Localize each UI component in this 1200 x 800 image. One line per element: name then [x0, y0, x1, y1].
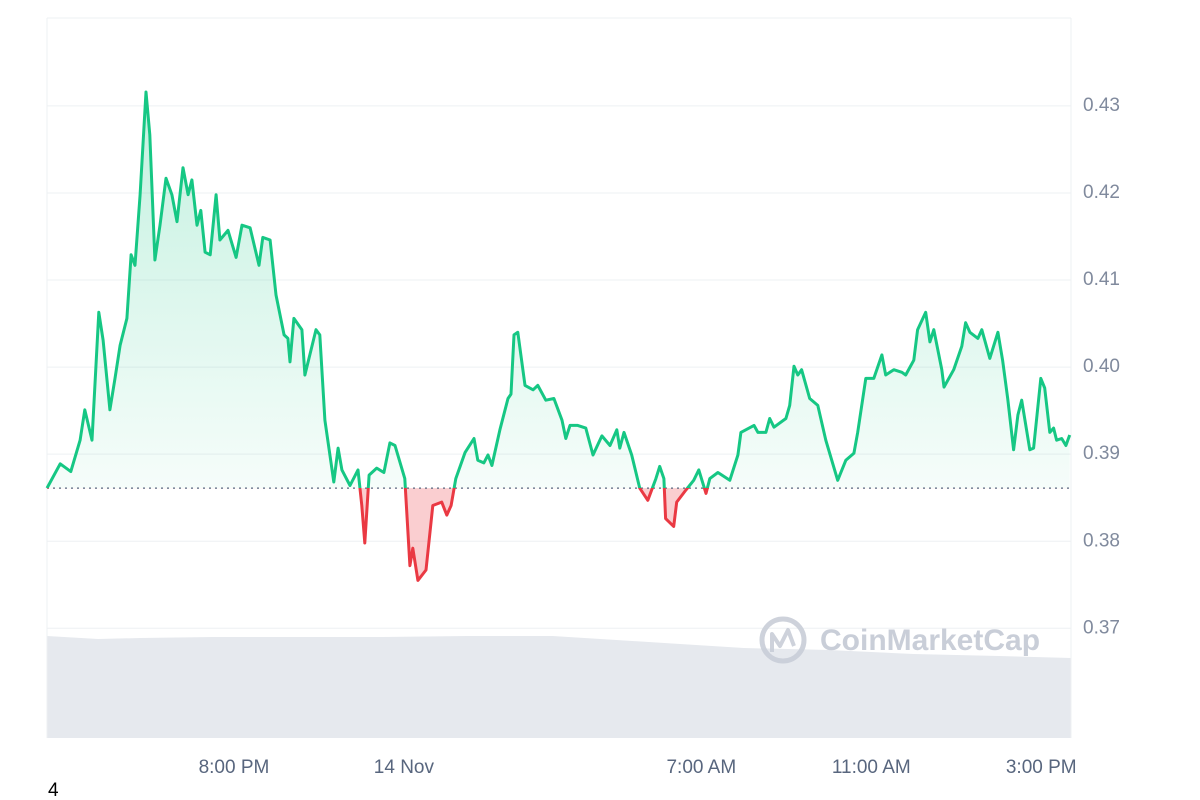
watermark-logo	[759, 616, 807, 664]
x-tick-label: 3:00 PM	[1006, 757, 1077, 778]
volume-layer	[47, 636, 1071, 738]
watermark: CoinMarketCap	[820, 624, 1040, 657]
y-tick-label: 0.38	[1083, 530, 1120, 551]
x-tick-label: 8:00 PM	[199, 757, 270, 778]
y-tick-label: 0.39	[1083, 443, 1120, 464]
price-line	[45, 90, 1072, 582]
y-tick-label: 0.43	[1083, 95, 1120, 116]
y-tick-label: 0.42	[1083, 182, 1120, 203]
y-tick-label: 0.40	[1083, 356, 1120, 377]
price-area	[47, 92, 1070, 581]
y-tick-label: 0.41	[1083, 269, 1120, 290]
plot	[45, 90, 1072, 582]
x-tick-label: 14 Nov	[374, 757, 435, 778]
footer-label: 4	[48, 780, 59, 800]
volume-area	[47, 636, 1071, 738]
y-tick-label: 0.37	[1083, 617, 1120, 638]
x-tick-label: 11:00 AM	[832, 757, 911, 778]
x-tick-label: 7:00 AM	[666, 757, 736, 778]
